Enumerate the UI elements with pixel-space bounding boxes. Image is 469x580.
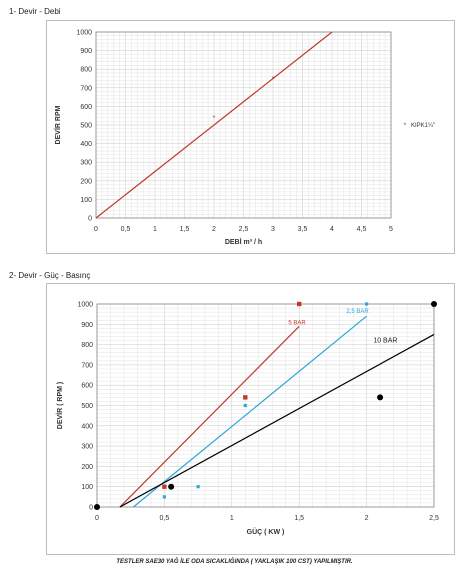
y-tick-label: 200 bbox=[80, 178, 92, 185]
y-tick-label: 300 bbox=[80, 160, 92, 167]
y-tick-label: 300 bbox=[81, 444, 93, 451]
series-trendline-2 bbox=[119, 333, 435, 508]
y-tick-label: 200 bbox=[81, 464, 93, 471]
x-tick-label: 1 bbox=[230, 515, 234, 522]
plot-area-border bbox=[95, 31, 392, 219]
y-tick-label: 600 bbox=[80, 104, 92, 111]
x-tick-label: 2,5 bbox=[429, 515, 439, 522]
y-tick-label: 600 bbox=[81, 383, 93, 390]
data-point-marker bbox=[196, 485, 200, 489]
series-trendline-1 bbox=[133, 315, 367, 508]
series-label: 5 BAR bbox=[288, 320, 306, 326]
data-point-marker bbox=[297, 301, 302, 307]
data-point-marker bbox=[365, 302, 369, 306]
data-point-marker: * bbox=[213, 115, 216, 122]
y-tick-label: 700 bbox=[80, 85, 92, 92]
x-tick-label: 0,5 bbox=[160, 515, 170, 522]
y-tick-label: 900 bbox=[80, 48, 92, 55]
y-tick-label: 100 bbox=[80, 197, 92, 204]
x-tick-label: 5 bbox=[389, 226, 393, 233]
data-point-marker bbox=[162, 484, 167, 489]
footer-note: TESTLER SAE30 YAĞ İLE ODA SICAKLIĞINDA (… bbox=[116, 559, 353, 565]
chart2-heading: 2- Devir - Güç - Basınç bbox=[9, 271, 91, 280]
series-label: 10 BAR bbox=[373, 338, 397, 345]
data-point-marker bbox=[431, 301, 437, 307]
x-tick-label: 4,5 bbox=[357, 226, 367, 233]
x-tick-label: 0 bbox=[94, 226, 98, 233]
data-point-marker bbox=[243, 395, 248, 400]
data-point-marker bbox=[243, 403, 247, 408]
chart1-heading: 1- Devir - Debi bbox=[9, 7, 61, 16]
x-tick-label: 1,5 bbox=[180, 226, 190, 233]
series-trendline-0 bbox=[119, 325, 300, 508]
devir-guc-basinc-chart: 0 0,5 1 1,5 2 2,5 0 100 200 300 400 500 600 700 800 900… bbox=[56, 301, 439, 536]
y-tick-label: 900 bbox=[81, 322, 93, 329]
x-tick-label: 3,5 bbox=[298, 226, 308, 233]
legend-marker: * bbox=[404, 123, 407, 130]
series-label: 2,5 BAR bbox=[346, 309, 369, 315]
data-point-marker bbox=[162, 495, 166, 499]
y-tick-label: 1000 bbox=[76, 30, 92, 37]
y-tick-label: 400 bbox=[81, 423, 93, 430]
x-tick-label: 0,5 bbox=[121, 226, 131, 233]
y-tick-label: 500 bbox=[81, 403, 93, 410]
y-tick-label: 400 bbox=[80, 141, 92, 148]
x-tick-label: 1,5 bbox=[294, 515, 304, 522]
y-tick-label: 500 bbox=[80, 123, 92, 130]
data-point-marker bbox=[168, 483, 175, 490]
data-point-marker bbox=[94, 504, 100, 510]
y-tick-label: 700 bbox=[81, 362, 93, 369]
chart1-frame: 0 0,5 1 1,5 2 2,5 3 3,5 4 4,5 5 0 100 200 300 400 500 600… bbox=[46, 20, 455, 254]
devir-debi-chart: 0 0,5 1 1,5 2 2,5 3 3,5 4 4,5 5 0 100 200 300 400 500 600… bbox=[54, 30, 435, 247]
data-point-marker bbox=[377, 394, 384, 401]
x-tick-label: 0 bbox=[95, 515, 99, 522]
legend-label: KIPK1¼" bbox=[411, 123, 435, 129]
x-axis-title: DEBİ m³ / h bbox=[225, 238, 262, 246]
x-tick-label: 4 bbox=[330, 226, 334, 233]
x-axis-title: GÜÇ ( KW ) bbox=[247, 527, 285, 536]
y-tick-label: 100 bbox=[81, 484, 93, 491]
plot-area-border bbox=[96, 303, 435, 508]
y-tick-label: 1000 bbox=[77, 302, 93, 309]
series-trendline bbox=[95, 31, 333, 219]
x-tick-label: 2,5 bbox=[239, 226, 249, 233]
x-tick-label: 2 bbox=[365, 515, 369, 522]
y-tick-label: 800 bbox=[81, 342, 93, 349]
x-tick-label: 1 bbox=[153, 226, 157, 233]
y-tick-label: 0 bbox=[88, 216, 92, 223]
y-tick-label: 0 bbox=[89, 505, 93, 512]
y-axis-title: DEVİR ( RPM ) bbox=[56, 382, 64, 429]
y-axis-title: DEVİR RPM bbox=[54, 105, 62, 144]
y-tick-label: 800 bbox=[80, 67, 92, 74]
data-point-marker: * bbox=[272, 76, 275, 83]
x-tick-label: 2 bbox=[212, 226, 216, 233]
x-tick-label: 3 bbox=[271, 226, 275, 233]
chart2-frame: 0 0,5 1 1,5 2 2,5 0 100 200 300 400 500 600 700 800 900… bbox=[46, 283, 455, 555]
